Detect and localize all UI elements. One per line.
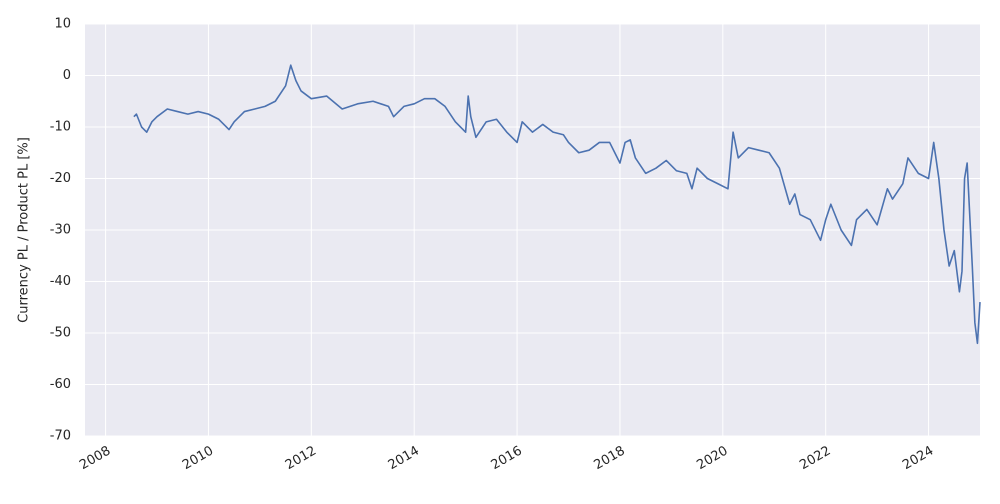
y-tick-label: -30 <box>50 223 71 238</box>
y-tick-label: -20 <box>50 171 71 186</box>
y-axis-label: Currency PL / Product PL [%] <box>17 137 32 323</box>
x-tick-label: 2016 <box>489 444 525 474</box>
y-tick-label: -60 <box>50 377 71 392</box>
y-tick-label: 10 <box>54 17 71 32</box>
x-tick-label: 2024 <box>900 444 936 474</box>
x-tick-label: 2018 <box>592 444 628 474</box>
x-tick-label: 2008 <box>77 444 113 474</box>
y-tick-label: -70 <box>50 429 71 444</box>
y-tick-label: 0 <box>63 68 71 83</box>
y-tick-label: -40 <box>50 274 71 289</box>
x-tick-label: 2014 <box>386 444 422 474</box>
y-tick-label: -10 <box>50 120 71 135</box>
x-tick-label: 2012 <box>283 444 319 474</box>
x-tick-label: 2022 <box>797 444 833 474</box>
x-tick-label: 2020 <box>694 444 730 474</box>
x-tick-label: 2010 <box>180 444 216 474</box>
line-series <box>133 64 981 345</box>
y-tick-label: -50 <box>50 326 71 341</box>
